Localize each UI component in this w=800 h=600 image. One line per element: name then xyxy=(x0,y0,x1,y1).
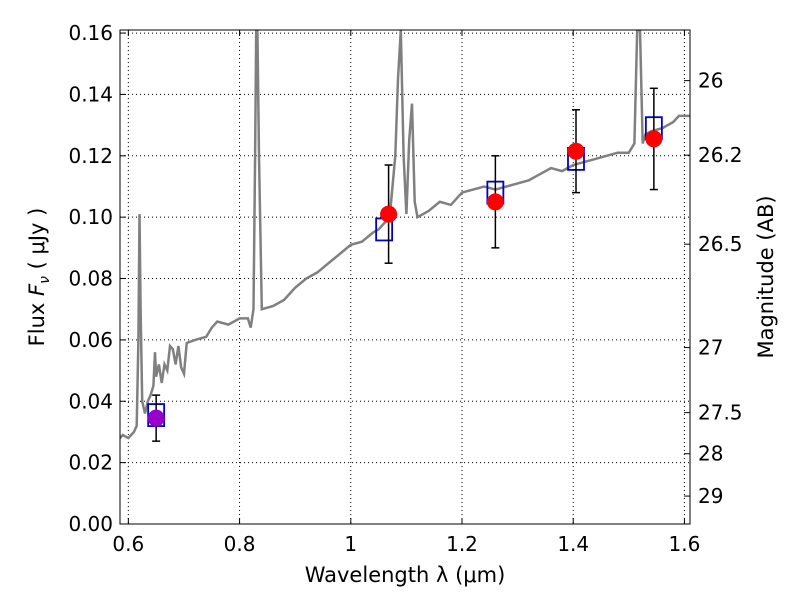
y2-axis: 26 26.2 26.5 27 27.5 28 29 xyxy=(684,69,743,508)
x-tick-label: 1.4 xyxy=(557,532,589,556)
y-tick-label: 0.10 xyxy=(68,205,113,229)
x-tick-label: 1.6 xyxy=(669,532,701,556)
y2-tick-label: 27.5 xyxy=(698,401,743,425)
y-axis-label-unit: ( μJy ) xyxy=(25,208,49,276)
y-tick-label: 0.16 xyxy=(68,21,113,45)
y-axis: 0.00 0.02 0.04 0.06 0.08 0.10 0.12 0.14 0.16 xyxy=(68,21,126,536)
y-tick-label: 0.02 xyxy=(68,451,113,475)
x-axis-label: Wavelength λ (μm) xyxy=(305,563,506,587)
y2-tick-label: 26.5 xyxy=(698,232,743,256)
observation-point xyxy=(567,142,585,160)
observation-point xyxy=(486,193,504,211)
y-tick-label: 0.04 xyxy=(68,389,113,413)
y-axis-label-subscript: ν xyxy=(37,276,53,284)
observation-point xyxy=(147,409,165,427)
y-tick-label: 0.06 xyxy=(68,328,113,352)
y2-tick-label: 26.2 xyxy=(698,143,743,167)
x-tick-label: 1.2 xyxy=(446,532,478,556)
series-layer xyxy=(120,30,690,442)
x-tick-label: 0.6 xyxy=(112,532,144,556)
y2-tick-label: 29 xyxy=(698,484,723,508)
x-tick-label: 1 xyxy=(344,532,357,556)
x-tick-label: 0.8 xyxy=(224,532,256,556)
observation-point xyxy=(380,205,398,223)
y2-tick-label: 28 xyxy=(698,442,723,466)
y-tick-label: 0.12 xyxy=(68,144,113,168)
y-axis-label-text: Flux xyxy=(25,296,49,346)
y2-tick-label: 27 xyxy=(698,336,723,360)
model-spectrum-line xyxy=(120,30,690,440)
observation-point xyxy=(645,130,663,148)
y-tick-label: 0.14 xyxy=(68,82,113,106)
y2-axis-label: Magnitude (AB) xyxy=(754,195,778,358)
grid xyxy=(120,30,690,525)
y-axis-label: Flux Fν ( μJy ) xyxy=(25,208,53,347)
y-axis-label-symbol: F xyxy=(25,283,49,296)
plot-frame xyxy=(119,29,691,525)
x-axis: 0.6 0.8 1 1.2 1.4 1.6 xyxy=(112,30,700,556)
y-tick-label: 0.08 xyxy=(68,267,113,291)
y2-tick-label: 26 xyxy=(698,69,723,93)
y-tick-label: 0.00 xyxy=(68,512,113,536)
